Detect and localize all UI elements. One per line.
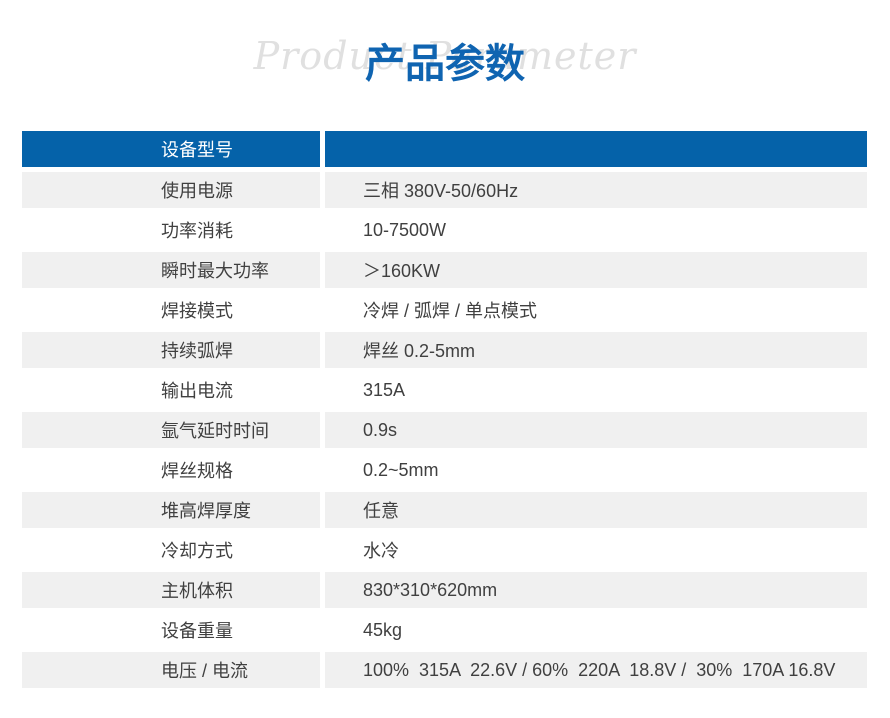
row-value: 100% 315A 22.6V / 60% 220A 18.8V / 30% 1… xyxy=(325,652,867,688)
table-row: 冷却方式 水冷 xyxy=(22,530,867,570)
table-row: 电压 / 电流 100% 315A 22.6V / 60% 220A 18.8V… xyxy=(22,650,867,690)
row-label: 氩气延时时间 xyxy=(22,412,320,448)
table-row: 输出电流 315A xyxy=(22,370,867,410)
row-value: 10-7500W xyxy=(363,219,447,240)
row-label: 功率消耗 xyxy=(161,221,233,241)
row-value: 焊丝 0.2-5mm xyxy=(325,332,867,368)
table-row: 持续弧焊 焊丝 0.2-5mm xyxy=(22,330,867,370)
row-label: 堆高焊厚度 xyxy=(22,492,320,528)
row-value: 830*310*620mm xyxy=(325,572,867,608)
row-value: 任意 xyxy=(325,492,867,528)
table-row: 氩气延时时间 0.9s xyxy=(22,410,867,450)
table-row: 使用电源 三相 380V-50/60Hz xyxy=(22,170,867,210)
table-row: 功率消耗 10-7500W xyxy=(22,210,867,250)
row-value: 0.9s xyxy=(325,412,867,448)
spec-table: 设备型号 使用电源 三相 380V-50/60Hz 功率消耗 10-7500W … xyxy=(22,131,867,690)
row-label: 输出电流 xyxy=(161,381,233,401)
table-row: 堆高焊厚度 任意 xyxy=(22,490,867,530)
watermark-text: Product Parameter xyxy=(253,34,637,78)
row-value: 315A xyxy=(363,379,406,400)
row-label: 设备重量 xyxy=(161,621,233,641)
table-header-value xyxy=(325,131,867,167)
row-label: 持续弧焊 xyxy=(22,332,320,368)
table-row: 焊丝规格 0.2~5mm xyxy=(22,450,867,490)
row-value: 三相 380V-50/60Hz xyxy=(325,172,867,208)
table-body: 使用电源 三相 380V-50/60Hz 功率消耗 10-7500W 瞬时最大功… xyxy=(22,170,867,690)
row-label: 焊接模式 xyxy=(161,301,233,321)
row-label: 瞬时最大功率 xyxy=(22,252,320,288)
section-header: Product Parameter 产品参数 xyxy=(0,0,890,131)
row-value: 45kg xyxy=(363,619,403,640)
page-title: 产品参数 xyxy=(365,42,525,86)
row-value: 水冷 xyxy=(363,541,399,561)
table-row: 主机体积 830*310*620mm xyxy=(22,570,867,610)
row-value: ＞160KW xyxy=(325,252,867,288)
row-value: 冷焊 / 弧焊 / 单点模式 xyxy=(363,301,538,321)
table-row: 焊接模式 冷焊 / 弧焊 / 单点模式 xyxy=(22,290,867,330)
row-label: 冷却方式 xyxy=(161,541,233,561)
row-label: 焊丝规格 xyxy=(161,461,233,481)
table-row: 瞬时最大功率 ＞160KW xyxy=(22,250,867,290)
row-label: 电压 / 电流 xyxy=(22,652,320,688)
row-label: 使用电源 xyxy=(22,172,320,208)
row-label: 主机体积 xyxy=(22,572,320,608)
row-value: 0.2~5mm xyxy=(363,459,439,480)
table-header-row: 设备型号 xyxy=(22,131,867,167)
table-row: 设备重量 45kg xyxy=(22,610,867,650)
table-header-label: 设备型号 xyxy=(22,131,320,167)
